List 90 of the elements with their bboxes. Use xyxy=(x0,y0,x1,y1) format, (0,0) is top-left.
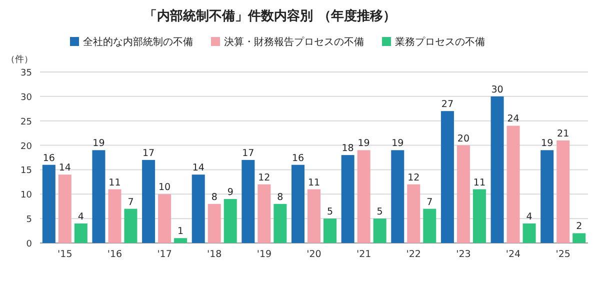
bar xyxy=(407,184,420,243)
data-label: 27 xyxy=(441,99,454,110)
data-label: 11 xyxy=(108,177,121,188)
bar xyxy=(440,111,454,243)
x-tick-label: '20 xyxy=(306,249,322,260)
y-axis-title: （件） xyxy=(6,54,33,65)
data-label: 2 xyxy=(576,221,582,232)
y-tick-label: 0 xyxy=(26,240,32,250)
x-tick-label: '24 xyxy=(506,249,521,260)
bar xyxy=(423,208,436,243)
x-tick-label: '25 xyxy=(556,249,570,260)
bar xyxy=(92,150,106,243)
data-label: 4 xyxy=(78,211,84,222)
x-tick-label: '23 xyxy=(456,249,471,260)
bar xyxy=(292,164,304,243)
bar xyxy=(308,189,320,243)
bar xyxy=(108,189,122,243)
bar xyxy=(556,140,570,243)
bar xyxy=(274,204,287,243)
bar xyxy=(142,160,156,243)
y-tick-label: 15 xyxy=(20,166,32,176)
bar xyxy=(506,126,520,243)
data-label: 20 xyxy=(457,133,470,144)
y-tick-label: 35 xyxy=(20,68,32,78)
data-label: 14 xyxy=(192,162,204,174)
data-label: 9 xyxy=(227,187,234,198)
bar xyxy=(58,174,72,243)
data-label: 24 xyxy=(507,114,520,125)
x-tick-label: '17 xyxy=(157,249,172,260)
bar xyxy=(391,150,404,243)
bar xyxy=(373,218,386,243)
bar xyxy=(224,199,237,243)
bar xyxy=(74,223,88,243)
data-label: 19 xyxy=(541,138,554,150)
y-tick-label: 5 xyxy=(26,215,32,226)
bar xyxy=(472,189,486,243)
bar xyxy=(324,218,336,243)
y-tick-label: 25 xyxy=(20,117,32,128)
data-label: 12 xyxy=(408,172,420,184)
data-label: 1 xyxy=(178,226,184,238)
data-label: 12 xyxy=(258,172,270,184)
chart-title: 「内部統制不備」件数内容別 （年度推移） xyxy=(144,8,396,24)
data-label: 19 xyxy=(358,138,370,150)
y-tick-label: 20 xyxy=(20,142,32,152)
bar xyxy=(242,160,255,243)
bar xyxy=(158,194,172,243)
data-label: 16 xyxy=(42,152,55,164)
data-label: 19 xyxy=(92,138,105,150)
x-tick-label: '15 xyxy=(58,249,72,260)
data-label: 5 xyxy=(376,206,383,218)
bar xyxy=(490,96,504,243)
data-label: 5 xyxy=(326,206,334,218)
legend-label: 業務プロセスの不備 xyxy=(395,36,485,48)
bar xyxy=(522,223,536,243)
data-label: 17 xyxy=(242,148,254,159)
x-tick-label: '18 xyxy=(207,249,222,260)
x-tick-label: '22 xyxy=(406,249,421,260)
data-label: 14 xyxy=(58,162,71,174)
legend-label: 全社的な内部統制の不備 xyxy=(83,36,193,48)
data-label: 16 xyxy=(292,152,304,164)
bar xyxy=(192,174,205,243)
bar xyxy=(357,150,370,243)
data-label: 19 xyxy=(392,138,404,150)
data-label: 7 xyxy=(426,196,433,208)
data-label: 7 xyxy=(128,196,134,208)
x-tick-label: '16 xyxy=(107,249,122,260)
y-tick-label: 10 xyxy=(20,190,32,201)
data-label: 10 xyxy=(158,182,171,194)
data-label: 18 xyxy=(342,143,354,154)
bar xyxy=(174,238,188,243)
y-tick-label: 30 xyxy=(20,92,32,103)
data-label: 11 xyxy=(308,177,320,188)
bar xyxy=(258,184,271,243)
bar xyxy=(341,155,354,243)
data-label: 4 xyxy=(526,211,532,222)
bar xyxy=(208,204,221,243)
data-label: 8 xyxy=(277,192,284,203)
data-label: 17 xyxy=(142,148,155,159)
data-label: 21 xyxy=(557,128,570,140)
x-tick-label: '19 xyxy=(256,249,272,260)
data-label: 30 xyxy=(491,84,504,96)
bar xyxy=(540,150,554,243)
data-label: 11 xyxy=(473,177,486,188)
legend-label: 決算・財務報告プロセスの不備 xyxy=(224,36,364,48)
bar xyxy=(456,145,470,243)
bar xyxy=(124,208,138,243)
bar xyxy=(572,233,586,243)
data-label: 8 xyxy=(211,192,218,203)
x-tick-label: '21 xyxy=(356,249,372,260)
bar xyxy=(42,164,56,243)
